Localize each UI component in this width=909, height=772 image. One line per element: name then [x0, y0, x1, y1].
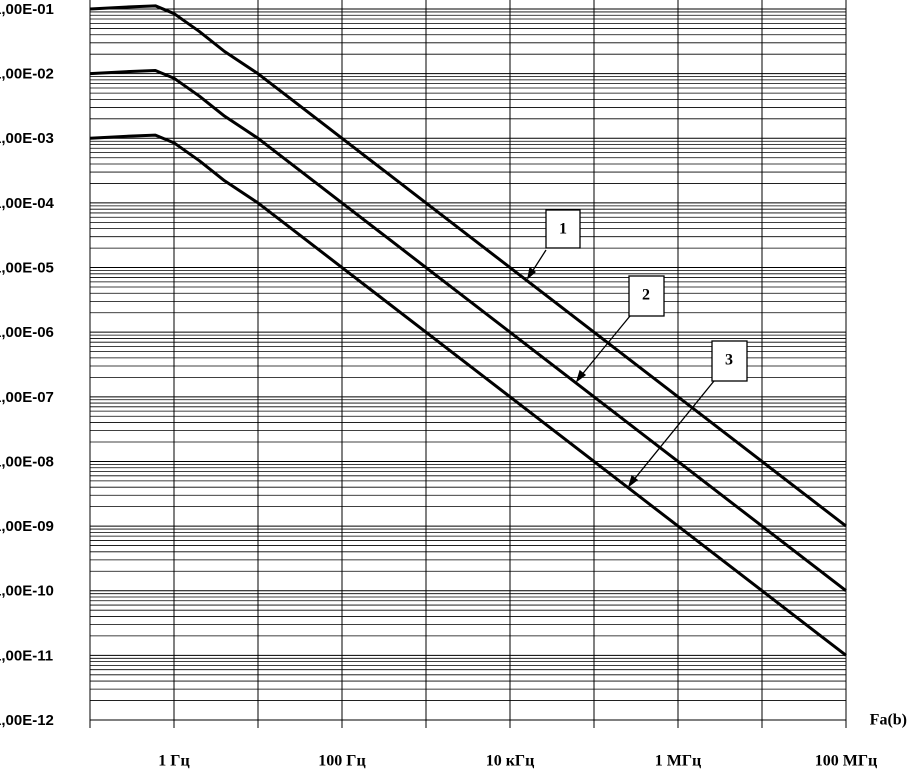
x-tick-label: 1 Гц	[158, 753, 189, 770]
arrowhead	[526, 266, 537, 280]
y-tick-label: 1,00E-02	[0, 66, 54, 83]
x-axis-label: Fa(b)	[870, 712, 907, 729]
y-tick-label: 1,00E-08	[0, 453, 54, 470]
y-tick-label: 1,00E-03	[0, 130, 54, 147]
x-tick-label: 1 МГц	[655, 753, 702, 770]
series-line	[89, 133, 847, 657]
y-tick-label: 1,00E-06	[0, 324, 54, 341]
label-box	[628, 275, 665, 317]
y-tick-label: 1,00E-12	[0, 712, 54, 729]
series-line	[89, 4, 847, 528]
y-tick-label: 1,00E-05	[0, 260, 54, 277]
series-line	[89, 68, 847, 592]
arrow	[579, 315, 631, 378]
annotation-label: 2	[642, 287, 650, 304]
annotations	[526, 209, 748, 488]
annotation-label: 1	[559, 221, 567, 238]
label-box	[711, 340, 748, 382]
y-tick-label: 1,00E-11	[0, 647, 53, 664]
y-tick-label: 1,00E-04	[0, 195, 55, 212]
y-tick-label: 1,00E-10	[0, 583, 54, 600]
grid	[89, 0, 847, 728]
y-tick-label: 1,00E-01	[0, 1, 54, 18]
lines	[89, 4, 847, 657]
arrow	[631, 380, 715, 483]
annotation-label: 3	[725, 352, 733, 369]
x-tick-label: 10 кГц	[486, 753, 535, 770]
label-box	[545, 209, 581, 249]
arrowhead	[627, 474, 639, 488]
x-tick-label: 100 Гц	[318, 753, 365, 770]
x-tick-label: 100 МГц	[815, 753, 878, 770]
arrowhead	[575, 369, 587, 383]
y-tick-label: 1,00E-09	[0, 518, 54, 535]
y-tick-label: 1,00E-07	[0, 389, 54, 406]
